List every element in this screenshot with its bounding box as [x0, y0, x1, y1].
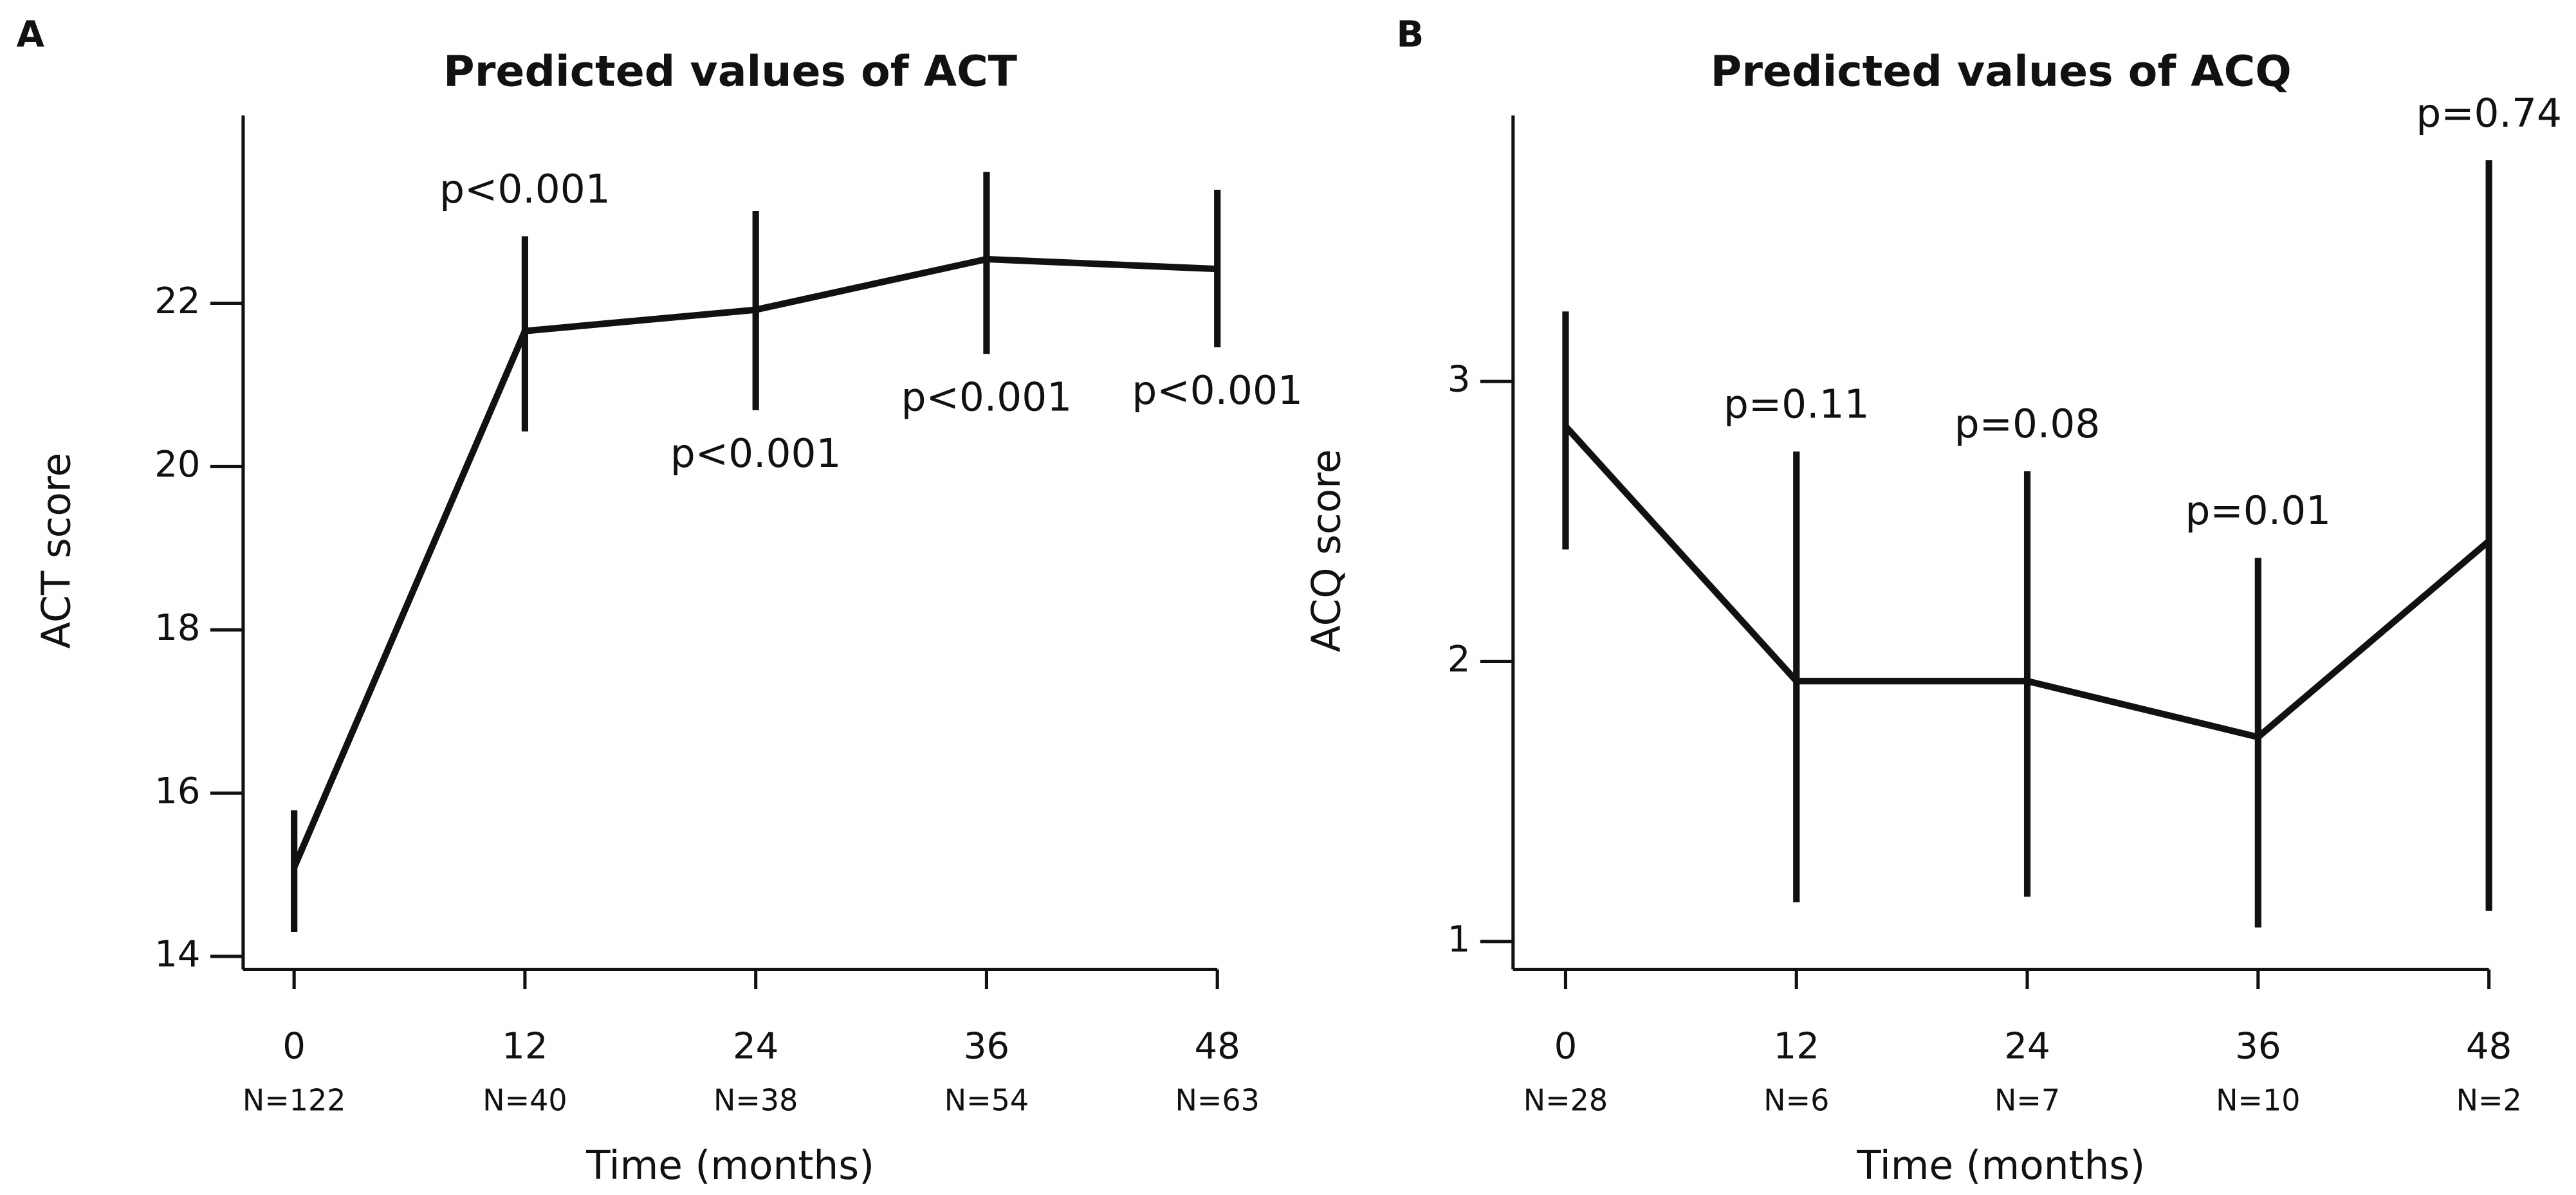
y-axis-label: ACT score [34, 453, 80, 649]
panel-label: A [17, 14, 45, 56]
p-value-label: p=0.08 [1955, 401, 2101, 447]
y-tick-label: 16 [154, 771, 200, 812]
x-tick-label: 36 [2235, 1026, 2281, 1068]
n-label: N=6 [1763, 1083, 1829, 1118]
x-axis-label: Time (months) [585, 1143, 874, 1189]
line [291, 255, 1218, 869]
chart-title: Predicted values of ACQ [1711, 46, 2292, 96]
x-tick-label: 12 [502, 1026, 547, 1068]
n-label: N=7 [1994, 1083, 2060, 1118]
y-tick-label: 2 [1448, 639, 1471, 680]
p-value-label: p<0.001 [439, 167, 611, 212]
p-value-label: p=0.01 [2185, 488, 2332, 534]
p-value-label: p<0.001 [901, 374, 1072, 420]
p-value-label: p<0.001 [670, 431, 842, 477]
n-label: N=63 [1175, 1083, 1260, 1118]
line [1563, 424, 2491, 741]
x-tick-label: 0 [1554, 1026, 1578, 1068]
y-tick-label: 22 [154, 280, 200, 322]
x-tick-label: 24 [2004, 1026, 2050, 1068]
panel-label: B [1397, 14, 1424, 56]
n-label: N=54 [944, 1083, 1029, 1118]
n-label: N=40 [483, 1083, 567, 1118]
p-value-label: p<0.001 [1132, 368, 1303, 414]
y-tick-label: 18 [154, 607, 200, 649]
x-tick-label: 48 [1194, 1026, 1240, 1068]
x-tick-label: 36 [964, 1026, 1009, 1068]
x-tick-label: 24 [733, 1026, 778, 1068]
n-label: N=38 [713, 1083, 798, 1118]
y-tick-label: 3 [1448, 359, 1471, 401]
p-value-label: p=0.11 [1724, 382, 1870, 428]
n-label: N=122 [243, 1083, 346, 1118]
x-tick-label: 48 [2466, 1026, 2512, 1068]
y-tick-label: 1 [1448, 918, 1471, 960]
y-tick-label: 14 [154, 934, 200, 976]
x-tick-label: 12 [1774, 1026, 1819, 1068]
y-tick-label: 20 [154, 444, 200, 486]
p-value-label: p=0.74 [2416, 91, 2562, 136]
chart-title: Predicted values of ACT [443, 46, 1017, 96]
x-tick-label: 0 [282, 1026, 306, 1068]
n-label: N=2 [2456, 1083, 2522, 1118]
n-label: N=28 [1523, 1083, 1608, 1118]
y-axis-label: ACQ score [1303, 449, 1349, 652]
n-label: N=10 [2216, 1083, 2300, 1118]
x-axis-label: Time (months) [1856, 1143, 2145, 1189]
